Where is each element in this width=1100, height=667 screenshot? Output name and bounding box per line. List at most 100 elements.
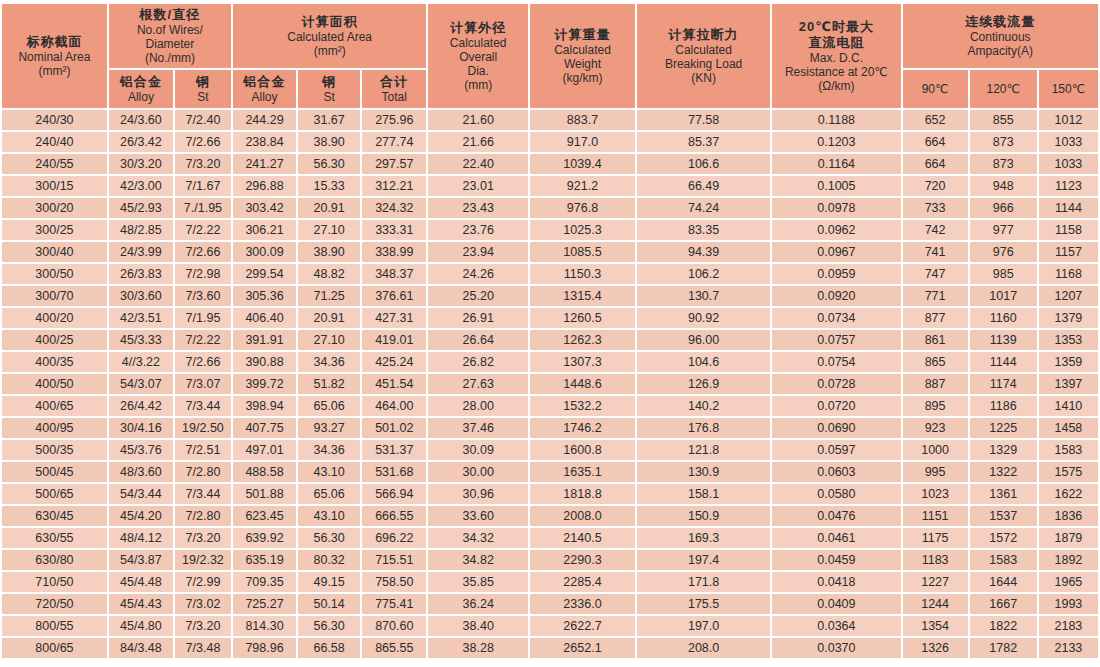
cell-overall_dia: 30.00: [428, 462, 528, 482]
cell-weight: 1532.2: [530, 396, 635, 416]
cell-wires_st: 7/2.22: [175, 330, 231, 350]
header-ampacity-en2: Ampacity(A): [903, 44, 1098, 58]
cell-area_total: 451.54: [362, 374, 426, 394]
cell-breaking_load: 90.92: [637, 308, 770, 328]
subheader-90c-label: 90℃: [903, 82, 968, 96]
cell-amp_120c: 1139: [970, 330, 1037, 350]
table-row: 710/5045/4.487/2.99709.3549.15758.5035.8…: [2, 572, 1098, 592]
table-row: 400/354//3.227/2.66390.8834.36425.2426.8…: [2, 352, 1098, 372]
cell-amp_90c: 861: [903, 330, 968, 350]
header-resistance-zh1: 20℃时最大: [772, 19, 900, 35]
table-row: 800/6584/3.487/3.48798.9666.58865.5538.2…: [2, 638, 1098, 658]
header-overall-dia: 计算外径 Calculated Overall Dia. (mm): [428, 4, 528, 108]
cell-area_alloy: 391.91: [233, 330, 296, 350]
cell-area_total: 531.37: [362, 440, 426, 460]
cell-nominal_area: 300/40: [2, 242, 107, 262]
cell-area_alloy: 305.36: [233, 286, 296, 306]
cell-nominal_area: 240/30: [2, 110, 107, 130]
cell-overall_dia: 30.09: [428, 440, 528, 460]
cell-dc_resistance: 0.0418: [772, 572, 900, 592]
cell-amp_120c: 1322: [970, 462, 1037, 482]
cell-amp_150c: 1575: [1039, 462, 1098, 482]
cell-weight: 1262.3: [530, 330, 635, 350]
cell-amp_150c: 1207: [1039, 286, 1098, 306]
cell-amp_90c: 720: [903, 176, 968, 196]
cell-amp_150c: 1397: [1039, 374, 1098, 394]
cell-nominal_area: 300/20: [2, 198, 107, 218]
cell-amp_120c: 948: [970, 176, 1037, 196]
cell-breaking_load: 94.39: [637, 242, 770, 262]
cell-overall_dia: 28.00: [428, 396, 528, 416]
cell-nominal_area: 400/25: [2, 330, 107, 350]
cell-overall_dia: 24.26: [428, 264, 528, 284]
cell-amp_120c: 1174: [970, 374, 1037, 394]
cell-amp_150c: 1583: [1039, 440, 1098, 460]
cell-weight: 921.2: [530, 176, 635, 196]
cell-weight: 1025.3: [530, 220, 635, 240]
cell-area_alloy: 488.58: [233, 462, 296, 482]
subheader-120c-label: 120℃: [970, 82, 1037, 96]
cell-area_total: 696.22: [362, 528, 426, 548]
cell-weight: 2336.0: [530, 594, 635, 614]
cell-amp_90c: 652: [903, 110, 968, 130]
cell-wires_alloy: 48/4.12: [109, 528, 173, 548]
cell-dc_resistance: 0.0603: [772, 462, 900, 482]
cell-wires_alloy: 45/3.76: [109, 440, 173, 460]
table-row: 400/6526/4.427/3.44398.9465.06464.0028.0…: [2, 396, 1098, 416]
header-dia-zh: 计算外径: [428, 20, 528, 36]
cell-overall_dia: 30.96: [428, 484, 528, 504]
header-nominal-area-unit: (mm²): [2, 64, 107, 78]
cell-amp_90c: 742: [903, 220, 968, 240]
subheader-wires-st-zh: 钢: [175, 74, 231, 90]
cell-wires_st: 7/1.67: [175, 176, 231, 196]
cell-area_alloy: 306.21: [233, 220, 296, 240]
header-weight-zh: 计算重量: [530, 27, 635, 43]
cell-area_alloy: 390.88: [233, 352, 296, 372]
cell-amp_120c: 873: [970, 154, 1037, 174]
cell-amp_90c: 733: [903, 198, 968, 218]
cell-overall_dia: 33.60: [428, 506, 528, 526]
cell-amp_150c: 1836: [1039, 506, 1098, 526]
cell-amp_120c: 1572: [970, 528, 1037, 548]
cell-dc_resistance: 0.0962: [772, 220, 900, 240]
cell-dc_resistance: 0.0409: [772, 594, 900, 614]
cell-breaking_load: 130.7: [637, 286, 770, 306]
cell-breaking_load: 171.8: [637, 572, 770, 592]
cell-breaking_load: 140.2: [637, 396, 770, 416]
cell-nominal_area: 500/35: [2, 440, 107, 460]
cell-nominal_area: 800/65: [2, 638, 107, 658]
cell-amp_90c: 865: [903, 352, 968, 372]
cell-amp_150c: 2183: [1039, 616, 1098, 636]
cell-amp_120c: 1144: [970, 352, 1037, 372]
cell-amp_90c: 895: [903, 396, 968, 416]
subheader-area-st-zh: 钢: [298, 74, 360, 90]
cell-breaking_load: 106.2: [637, 264, 770, 284]
cell-area_total: 865.55: [362, 638, 426, 658]
table-row: 240/4026/3.427/2.66238.8438.90277.7421.6…: [2, 132, 1098, 152]
cell-dc_resistance: 0.0720: [772, 396, 900, 416]
cell-dc_resistance: 0.0959: [772, 264, 900, 284]
cell-area_alloy: 501.88: [233, 484, 296, 504]
table-row: 630/5548/4.127/3.20639.9256.30696.2234.3…: [2, 528, 1098, 548]
cell-area_total: 338.99: [362, 242, 426, 262]
header-resistance-unit: (Ω/km): [772, 79, 900, 93]
cell-overall_dia: 26.64: [428, 330, 528, 350]
cell-area_total: 312.21: [362, 176, 426, 196]
cell-nominal_area: 500/45: [2, 462, 107, 482]
cell-area_st: 34.36: [298, 352, 360, 372]
cell-area_alloy: 814.30: [233, 616, 296, 636]
cell-wires_alloy: 54/3.87: [109, 550, 173, 570]
cell-amp_120c: 1537: [970, 506, 1037, 526]
cell-amp_120c: 1583: [970, 550, 1037, 570]
cell-overall_dia: 36.24: [428, 594, 528, 614]
cell-wires_alloy: 24/3.60: [109, 110, 173, 130]
cell-wires_st: 7/3.07: [175, 374, 231, 394]
cell-area_total: 531.68: [362, 462, 426, 482]
cell-wires_alloy: 30/4.16: [109, 418, 173, 438]
table-row: 300/4024/3.997/2.66300.0938.90338.9923.9…: [2, 242, 1098, 262]
cell-breaking_load: 96.00: [637, 330, 770, 350]
cell-amp_150c: 1168: [1039, 264, 1098, 284]
cell-amp_120c: 977: [970, 220, 1037, 240]
cell-overall_dia: 34.32: [428, 528, 528, 548]
cell-amp_90c: 877: [903, 308, 968, 328]
